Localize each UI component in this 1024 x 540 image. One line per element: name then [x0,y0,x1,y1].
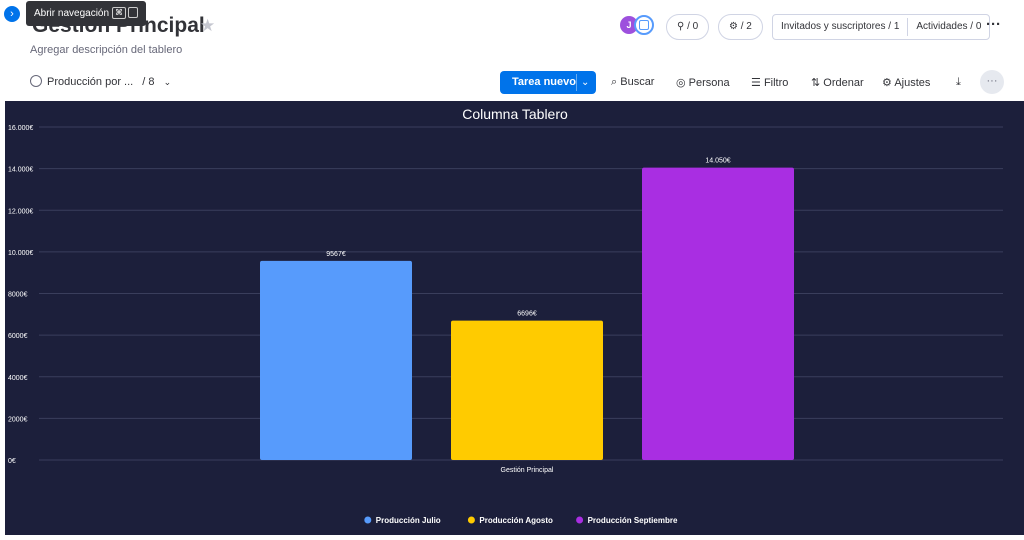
divider [907,18,909,36]
new-task-label: Tarea nuevo [512,76,576,88]
sort-label: Ordenar [823,77,864,89]
legend-item[interactable]: Producción Agosto [479,516,553,525]
gear-icon: ⚙ [882,77,892,89]
chart-panel: Columna Tablero 0€ 2000€ 4000€ 6000€ 8000€ 10… [5,101,1024,535]
more-options-button[interactable]: ··· [980,70,1004,94]
invited-subscribers-button[interactable]: Invitados y suscriptores / 1 [781,21,900,32]
search-label: Buscar [620,76,655,88]
x-tick-label: Gestión Principal [501,467,554,474]
chevron-down-icon[interactable]: ⌄ [581,77,590,88]
automations-icon: ⚙ [729,21,738,32]
legend-item[interactable]: Producción Julio [376,516,441,525]
legend-item[interactable]: Producción Septiembre [588,516,678,525]
activities-button[interactable]: Actividades / 0 [916,21,982,32]
bar[interactable] [260,260,412,460]
y-tick-label: 12.000€ [8,208,33,215]
settings-button[interactable]: ⚙ Ajustes [882,76,930,89]
integrations-icon: ⚲ [677,21,685,32]
data-label: 6696€ [517,311,537,318]
data-label: 9567€ [326,251,346,258]
person-label: Persona [688,77,730,89]
filter-button[interactable]: ☰ Filtro [751,76,788,89]
legend-marker [364,516,372,524]
y-tick-label: 6000€ [8,333,28,340]
integrations-button[interactable]: ⚲ / 0 [666,14,710,40]
period-key-icon [128,7,139,18]
view-name: Producción por ... [47,76,134,88]
search-icon: ⌕ [611,76,618,88]
command-key-icon: ⌘ [112,7,127,19]
bar-chart: Columna Tablero 0€ 2000€ 4000€ 6000€ 8000€ 10… [8,106,1003,525]
chart-view-icon [30,75,42,87]
chevron-right-icon: › [10,8,14,20]
chart-title: Columna Tablero [462,106,568,122]
bar[interactable] [642,167,794,460]
new-task-button[interactable]: Tarea nuevo ⌄ [500,71,596,94]
y-tick-label: 16.000€ [8,125,33,132]
person-filter-button[interactable]: ◎ Persona [676,76,730,89]
legend-marker [576,516,584,524]
y-tick-label: 4000€ [8,375,28,382]
avatar: J [620,16,638,34]
settings-label: Ajustes [894,77,931,89]
open-navigation-button[interactable]: › [4,6,20,22]
bar[interactable] [451,320,603,460]
integration-avatar-icon [634,15,654,35]
automations-count: / 2 [740,21,752,32]
download-icon[interactable]: ⤓ [956,76,961,88]
board-menu-icon[interactable]: ··· [986,16,1001,33]
chevron-down-icon: ⌄ [163,77,172,87]
search-button[interactable]: ⌕ Buscar [611,76,654,89]
tooltip-text: Abrir navegación [34,8,110,19]
filter-label: Filtro [763,77,789,89]
divider [576,74,577,91]
integrations-count: / 0 [687,21,699,32]
filter-icon: ☰ [751,77,761,89]
y-tick-label: 10.000€ [8,250,33,257]
favorite-star-icon[interactable]: ★ [200,16,216,35]
view-selector[interactable]: Producción por ... / 8 ⌄ [47,76,171,88]
board-members[interactable]: J [620,15,660,38]
y-tick-label: 2000€ [8,416,28,423]
y-tick-label: 0€ [8,458,16,465]
data-label: 14.050€ [705,158,730,165]
navigation-tooltip: Abrir navegación ⌘ [26,1,147,26]
sort-icon: ⇅ [811,77,821,89]
person-icon: ◎ [676,77,686,89]
sort-button[interactable]: ⇅ Ordenar [811,76,864,89]
view-count: / 8 [142,76,155,88]
y-tick-label: 8000€ [8,292,28,299]
legend-marker [467,516,475,524]
board-description[interactable]: Agregar descripción del tablero [30,44,183,56]
invite-activity-group: Invitados y suscriptores / 1 Actividades… [772,14,991,40]
automations-button[interactable]: ⚙ / 2 [718,14,763,40]
y-tick-label: 14.000€ [8,167,33,174]
